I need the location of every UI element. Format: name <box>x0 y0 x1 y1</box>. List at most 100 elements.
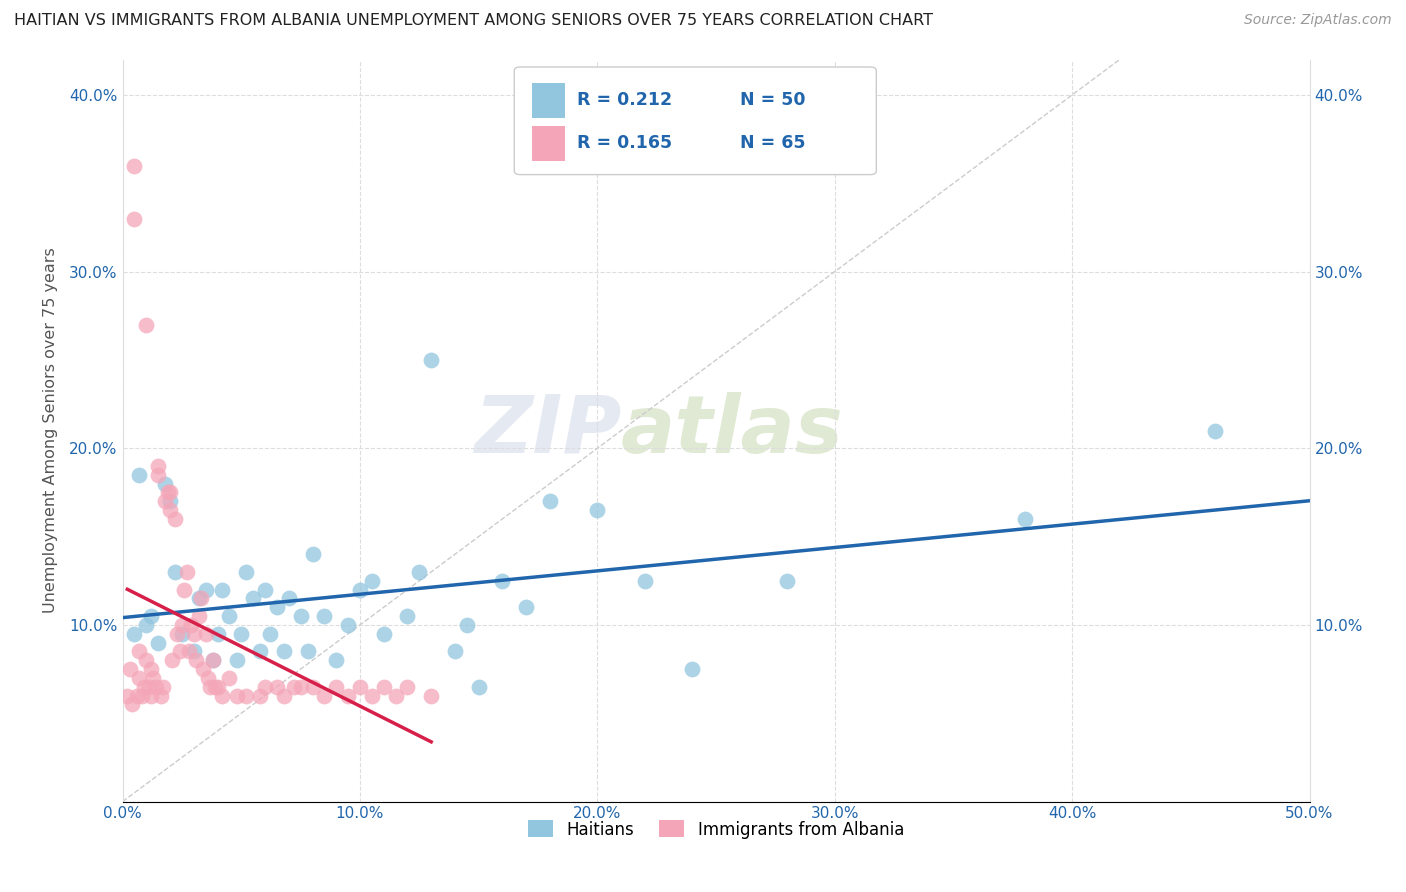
Point <box>277 591 299 606</box>
Point <box>373 680 395 694</box>
Point <box>166 626 188 640</box>
Text: N = 50: N = 50 <box>740 91 806 110</box>
Point <box>183 644 205 658</box>
Point <box>186 653 208 667</box>
Text: HAITIAN VS IMMIGRANTS FROM ALBANIA UNEMPLOYMENT AMONG SENIORS OVER 75 YEARS CORR: HAITIAN VS IMMIGRANTS FROM ALBANIA UNEMP… <box>14 13 934 29</box>
Point <box>337 689 360 703</box>
Point <box>204 680 226 694</box>
Point <box>314 609 336 624</box>
Point <box>118 662 141 676</box>
Point <box>139 662 162 676</box>
Point <box>128 671 150 685</box>
Text: N = 65: N = 65 <box>740 135 806 153</box>
Text: R = 0.165: R = 0.165 <box>578 135 672 153</box>
Y-axis label: Unemployment Among Seniors over 75 years: Unemployment Among Seniors over 75 years <box>44 248 58 614</box>
Point <box>187 591 209 606</box>
Point <box>349 582 371 597</box>
Point <box>1204 424 1226 438</box>
Text: atlas: atlas <box>621 392 844 469</box>
Point <box>149 689 172 703</box>
Point <box>152 680 174 694</box>
Point <box>177 644 200 658</box>
Point <box>200 680 222 694</box>
Point <box>145 680 167 694</box>
FancyBboxPatch shape <box>515 67 876 175</box>
Point <box>131 689 153 703</box>
Point <box>132 680 155 694</box>
Point <box>384 689 406 703</box>
Point <box>183 626 205 640</box>
Point <box>135 653 157 667</box>
Point <box>396 680 419 694</box>
Legend: Haitians, Immigrants from Albania: Haitians, Immigrants from Albania <box>522 814 911 846</box>
Point <box>218 609 240 624</box>
Text: Source: ZipAtlas.com: Source: ZipAtlas.com <box>1244 13 1392 28</box>
Point <box>253 680 276 694</box>
Point <box>538 494 561 508</box>
Point <box>155 476 177 491</box>
Point <box>420 353 443 368</box>
Point <box>187 609 209 624</box>
Point <box>273 644 295 658</box>
Point <box>273 689 295 703</box>
Point <box>201 653 224 667</box>
Point <box>586 503 609 517</box>
Point <box>325 680 347 694</box>
Point <box>231 626 253 640</box>
Point <box>297 644 319 658</box>
Point <box>128 467 150 482</box>
Point <box>207 680 229 694</box>
Point <box>360 689 382 703</box>
Point <box>253 582 276 597</box>
Point <box>681 662 703 676</box>
Point <box>176 565 198 579</box>
Point <box>163 565 186 579</box>
Point <box>163 512 186 526</box>
Point <box>314 689 336 703</box>
Point <box>634 574 657 588</box>
Point <box>169 644 191 658</box>
Point <box>155 494 177 508</box>
Point <box>301 547 323 561</box>
Point <box>138 680 160 694</box>
Point <box>396 609 419 624</box>
Point <box>159 485 181 500</box>
Point <box>135 618 157 632</box>
Point <box>444 644 467 658</box>
Point <box>170 618 193 632</box>
Point <box>128 644 150 658</box>
Point <box>225 689 247 703</box>
Point <box>211 582 233 597</box>
Text: ZIP: ZIP <box>474 392 621 469</box>
Point <box>467 680 489 694</box>
Point <box>259 626 281 640</box>
Point <box>408 565 430 579</box>
Point <box>148 467 170 482</box>
Point <box>194 626 217 640</box>
Point <box>124 159 146 173</box>
Point <box>420 689 443 703</box>
Point <box>360 574 382 588</box>
Point <box>197 671 219 685</box>
Point <box>218 671 240 685</box>
Point <box>117 689 139 703</box>
Point <box>148 635 170 649</box>
Text: R = 0.212: R = 0.212 <box>578 91 672 110</box>
Point <box>173 582 195 597</box>
Point <box>190 591 212 606</box>
Point <box>170 626 193 640</box>
Point <box>194 582 217 597</box>
Point <box>325 653 347 667</box>
Point <box>266 680 288 694</box>
Point <box>515 600 537 615</box>
Point <box>456 618 478 632</box>
Point <box>162 653 184 667</box>
Point <box>193 662 215 676</box>
Point <box>349 680 371 694</box>
Point <box>290 680 312 694</box>
Point <box>159 503 181 517</box>
Point <box>124 211 146 226</box>
Point <box>139 689 162 703</box>
Point <box>142 671 165 685</box>
Point <box>242 591 264 606</box>
